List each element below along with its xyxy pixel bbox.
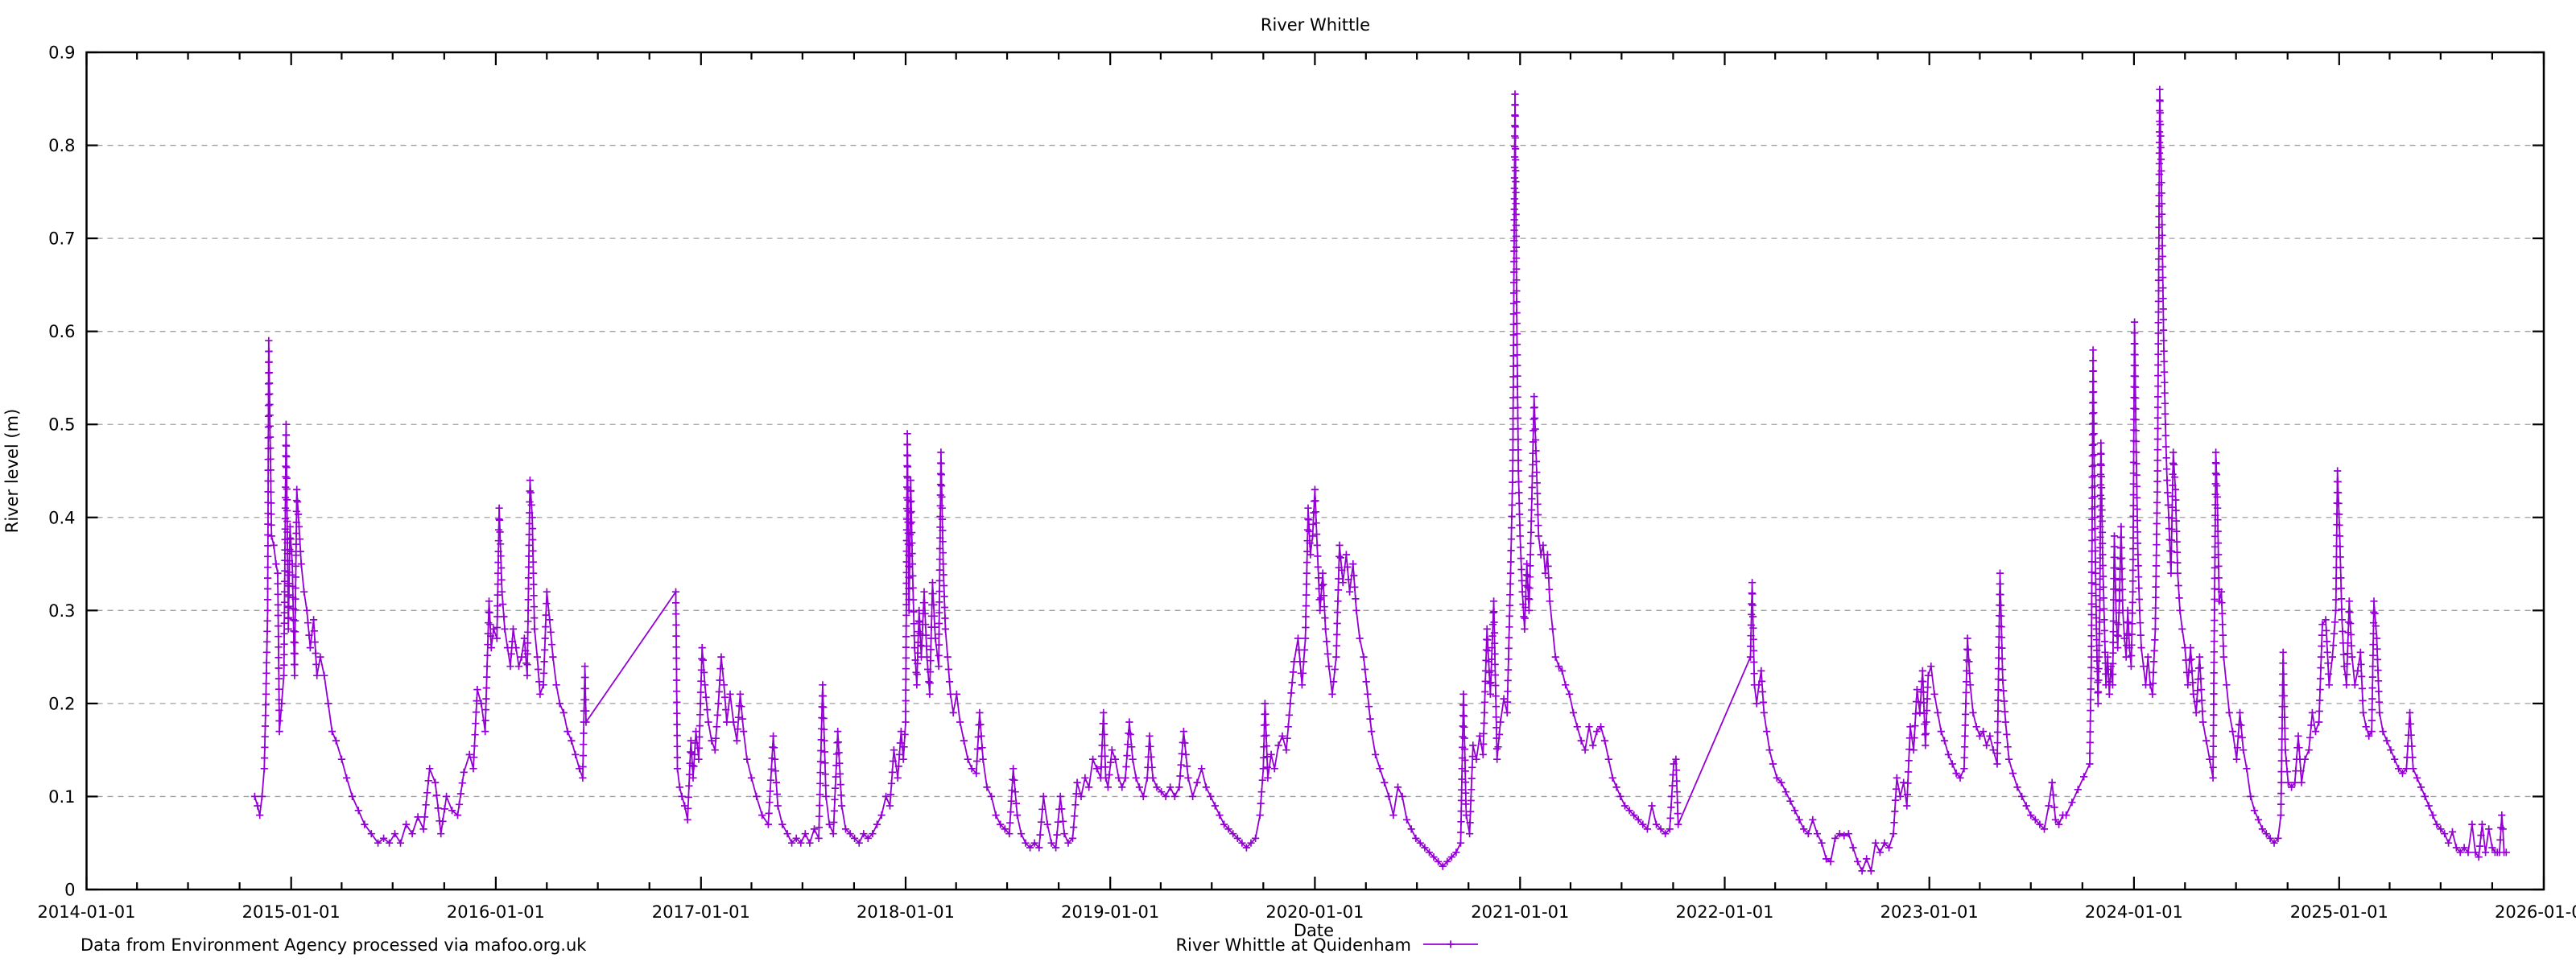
axis-layer bbox=[85, 51, 2545, 891]
x-tick-label: 2018-01-01 bbox=[857, 902, 955, 922]
x-tick-label: 2024-01-01 bbox=[2085, 902, 2183, 922]
legend-line-sample bbox=[1423, 940, 1478, 948]
y-tick-label: 0.1 bbox=[48, 787, 75, 807]
attribution: Data from Environment Agency processed v… bbox=[80, 935, 587, 955]
legend-sample-marker bbox=[1447, 940, 1455, 948]
chart-title: River Whittle bbox=[1261, 15, 1370, 35]
x-tick-label: 2019-01-01 bbox=[1061, 902, 1159, 922]
legend-label: River Whittle at Quidenham bbox=[1175, 935, 1411, 955]
x-tick-label: 2014-01-01 bbox=[37, 902, 135, 922]
y-tick-label: 0.3 bbox=[48, 601, 75, 621]
y-tick-label: 0 bbox=[64, 881, 75, 900]
y-tick-label: 0.9 bbox=[48, 43, 75, 63]
x-tick-label: 2015-01-01 bbox=[242, 902, 341, 922]
grid-layer bbox=[86, 144, 2544, 798]
series-layer bbox=[250, 85, 2510, 875]
tick-label-layer: 0 0.1 0.2 0.3 0.4 0.5 0.6 0.7 0.8 0.9 2014-01-01 20… bbox=[37, 43, 2576, 923]
x-tick-label: 2017-01-01 bbox=[652, 902, 750, 922]
x-tick-label: 2026-01-01 bbox=[2495, 902, 2576, 922]
x-tick-label: 2022-01-01 bbox=[1675, 902, 1773, 922]
y-tick-label: 0.8 bbox=[48, 136, 75, 155]
y-tick-label: 0.4 bbox=[48, 508, 75, 527]
x-tick-label: 2016-01-01 bbox=[447, 902, 545, 922]
y-axis-title: River level (m) bbox=[2, 409, 22, 534]
x-tick-label: 2020-01-01 bbox=[1265, 902, 1364, 922]
x-tick-label: 2025-01-01 bbox=[2290, 902, 2388, 922]
x-axis-title: Date bbox=[1294, 921, 1334, 940]
plot-border bbox=[85, 51, 2545, 891]
x-tick-label: 2023-01-01 bbox=[1880, 902, 1979, 922]
y-tick-label: 0.7 bbox=[48, 229, 75, 249]
y-tick-label: 0.2 bbox=[48, 694, 75, 713]
y-tick-label: 0.6 bbox=[48, 322, 75, 341]
series-markers bbox=[250, 85, 2510, 875]
y-tick-label: 0.5 bbox=[48, 415, 75, 435]
x-tick-label: 2021-01-01 bbox=[1471, 902, 1569, 922]
